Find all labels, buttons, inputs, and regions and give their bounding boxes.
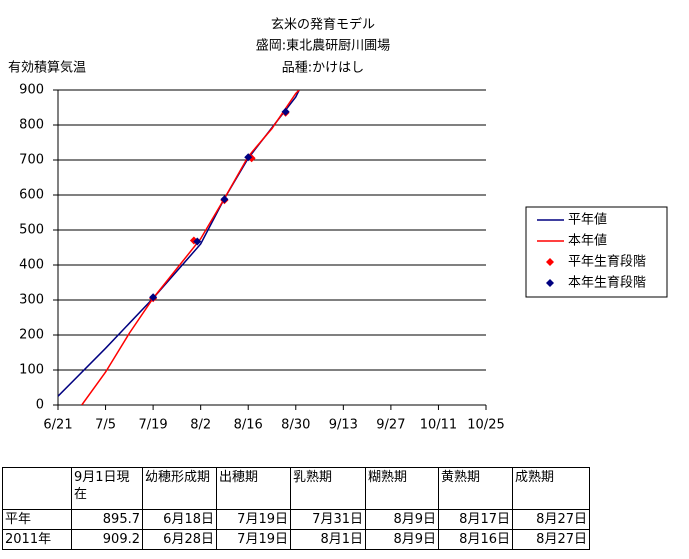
chart-title: 玄米の発育モデル — [271, 17, 375, 33]
table-cell: 8月1日 — [290, 529, 366, 550]
stage-marker — [244, 153, 253, 162]
table-row: 平年 895.7 6月18日 7月19日 7月31日 8月9日 8月17日 8月27日 — [2, 509, 590, 530]
y-tick-label: 200 — [19, 328, 44, 343]
legend-label: 本年生育段階 — [568, 275, 646, 291]
y-tick-label: 700 — [19, 153, 44, 168]
y-tick-label: 400 — [19, 258, 44, 273]
legend-swatch — [546, 258, 554, 266]
chart-subtitle: 盛岡:東北農研厨川圃場 — [256, 38, 390, 54]
table-cell: 成熟期 — [512, 467, 590, 510]
table-cell: 7月19日 — [216, 529, 291, 550]
y-tick-label: 100 — [19, 363, 44, 378]
legend-label: 平年生育段階 — [568, 254, 646, 270]
table-cell: 6月28日 — [142, 529, 217, 550]
table-cell: 8月17日 — [438, 509, 513, 530]
chart-subtitle: 品種:かけはし — [282, 60, 364, 76]
table-cell: 9月1日現在 — [71, 467, 143, 510]
x-tick-label: 9/27 — [376, 418, 405, 433]
x-tick-label: 8/16 — [234, 418, 263, 433]
table-cell: 8月16日 — [438, 529, 513, 550]
stage-marker — [149, 293, 158, 302]
x-tick-label: 8/2 — [190, 418, 211, 433]
table-cell: 895.7 — [71, 509, 143, 530]
legend-label: 平年値 — [568, 212, 607, 228]
stage-marker — [281, 107, 290, 116]
y-tick-label: 900 — [19, 83, 44, 98]
table-cell: 8月27日 — [512, 509, 590, 530]
table-cell: 909.2 — [71, 529, 143, 550]
y-tick-label: 600 — [19, 188, 44, 203]
table-cell: 幼穂形成期 — [142, 467, 217, 510]
table-cell: 平年 — [2, 509, 72, 530]
table-cell: 乳熟期 — [290, 467, 366, 510]
y-axis-label: 有効積算気温 — [8, 60, 86, 76]
table-cell: 8月9日 — [365, 529, 439, 550]
x-tick-label: 7/19 — [139, 418, 168, 433]
y-tick-label: 800 — [19, 118, 44, 133]
table-cell: 黄熟期 — [438, 467, 513, 510]
legend-swatch — [546, 279, 554, 287]
table-row: 9月1日現在 幼穂形成期 出穂期 乳熟期 糊熟期 黄熟期 成熟期 — [2, 467, 590, 510]
x-tick-label: 7/5 — [95, 418, 116, 433]
table-cell: 2011年 — [2, 529, 72, 550]
series-line — [81, 90, 300, 405]
x-tick-label: 9/13 — [329, 418, 358, 433]
table-cell: 出穂期 — [216, 467, 291, 510]
legend-label: 本年値 — [568, 233, 607, 249]
stage-marker — [220, 195, 229, 204]
y-tick-label: 0 — [36, 398, 44, 413]
x-tick-label: 10/25 — [467, 418, 504, 433]
table: 9月1日現在 幼穂形成期 出穂期 乳熟期 糊熟期 黄熟期 成熟期 平年 895.7 6月18日 7月… — [2, 467, 590, 550]
table-row: 2011年 909.2 6月28日 7月19日 8月1日 8月9日 8月16日 8月27日 — [2, 529, 590, 550]
y-tick-label: 500 — [19, 223, 44, 238]
y-tick-label: 300 — [19, 293, 44, 308]
table-cell: 8月9日 — [365, 509, 439, 530]
stage-marker — [193, 237, 202, 246]
x-tick-label: 10/11 — [420, 418, 457, 433]
table-cell: 7月19日 — [216, 509, 291, 530]
chart: 玄米の発育モデル 盛岡:東北農研厨川圃場 品種:かけはし 有効積算気温 0 100… — [8, 17, 668, 433]
x-tick-label: 6/21 — [43, 418, 72, 433]
table-cell: 糊熟期 — [365, 467, 439, 510]
table-cell: 8月27日 — [512, 529, 590, 550]
x-tick-label: 8/30 — [281, 418, 310, 433]
series-line — [58, 90, 300, 397]
table-cell: 6月18日 — [142, 509, 217, 530]
table-cell — [2, 467, 72, 510]
table-cell: 7月31日 — [290, 509, 366, 530]
